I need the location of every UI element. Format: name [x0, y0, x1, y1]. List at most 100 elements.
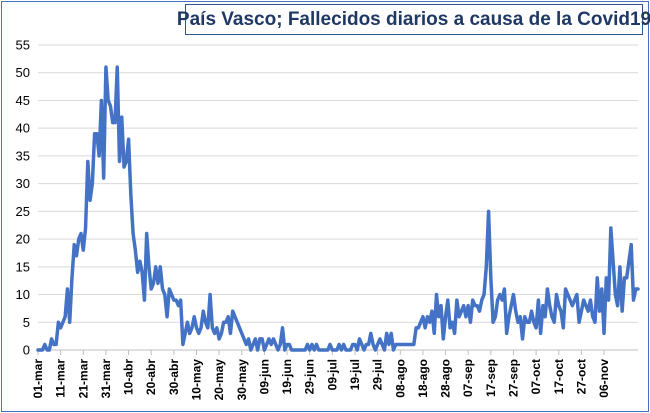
data-point [440, 304, 442, 307]
data-point [175, 299, 178, 301]
data-point [415, 326, 418, 329]
x-tick-label: 30-abr [167, 359, 181, 395]
data-point [542, 304, 544, 307]
x-tick-label: 06-nov [597, 359, 611, 398]
data-point [489, 277, 492, 279]
x-tick-label: 07-oct [529, 359, 543, 394]
data-point [191, 326, 193, 329]
data-point [478, 310, 481, 313]
data-point [609, 227, 612, 229]
data-point [77, 238, 80, 240]
data-point [125, 160, 128, 163]
data-point [302, 349, 304, 351]
data-point [114, 121, 116, 124]
data-point [360, 343, 363, 346]
data-point [342, 343, 345, 346]
data-point [399, 343, 402, 346]
data-point [625, 277, 628, 279]
data-point [562, 326, 565, 329]
data-point [394, 343, 397, 346]
data-point [195, 326, 198, 329]
y-tick-label: 5 [23, 315, 30, 330]
data-point [50, 338, 53, 340]
data-point [589, 299, 592, 301]
x-tick-label: 18-ago [416, 359, 430, 398]
data-point [141, 271, 144, 274]
data-point [462, 304, 465, 307]
data-point [598, 310, 601, 313]
x-tick-label: 27-sep [506, 359, 520, 397]
data-point [331, 349, 334, 351]
data-point [569, 299, 571, 301]
x-tick-label: 10-may [189, 359, 203, 401]
data-point [64, 315, 67, 318]
chart-title: País Vasco; Fallecidos diarios a causa d… [176, 8, 650, 30]
y-tick-label: 25 [16, 204, 30, 219]
data-point [607, 299, 610, 301]
data-point [324, 349, 327, 351]
data-point [46, 349, 48, 351]
data-point [274, 343, 277, 346]
data-point [247, 338, 250, 340]
data-point [460, 310, 463, 313]
x-tick-label: 07-sep [461, 359, 475, 397]
x-tick-label: 09-jun [257, 359, 271, 394]
data-point [215, 326, 218, 329]
data-point [566, 293, 569, 296]
data-point [618, 265, 621, 268]
data-point [417, 326, 420, 329]
data-point [57, 321, 60, 324]
data-point [365, 343, 368, 346]
series-line [36, 65, 640, 352]
data-point [211, 326, 214, 329]
y-tick-label: 45 [16, 93, 30, 108]
data-point [170, 293, 173, 296]
data-point [496, 299, 499, 301]
x-tick-label: 30-may [235, 359, 249, 401]
data-point [406, 343, 408, 346]
data-point [451, 321, 454, 324]
data-point [326, 349, 329, 351]
data-point [268, 338, 270, 340]
data-point [412, 343, 415, 346]
data-point [476, 304, 479, 307]
data-point [503, 288, 506, 290]
data-point [204, 321, 207, 324]
x-tick-label: 19-jul [348, 359, 362, 390]
data-point [505, 332, 508, 335]
data-point [537, 299, 540, 301]
data-point [105, 66, 107, 69]
data-point [551, 315, 553, 318]
data-point [143, 299, 146, 301]
data-point [73, 243, 76, 246]
data-point [449, 326, 451, 329]
data-point [388, 343, 390, 346]
data-point [120, 116, 123, 118]
data-point [532, 321, 535, 324]
data-point [512, 293, 515, 296]
x-tick-label: 17-oct [552, 359, 566, 394]
x-tick-label: 01-mar [31, 359, 45, 399]
data-point [220, 332, 223, 335]
data-point [585, 304, 587, 307]
data-point [270, 343, 273, 346]
data-point [236, 321, 239, 324]
data-point [431, 310, 433, 313]
data-point [508, 315, 510, 318]
data-point [258, 338, 261, 340]
data-point [152, 282, 155, 285]
data-point [521, 338, 524, 340]
data-point [182, 343, 184, 346]
data-point [426, 315, 429, 318]
data-point [277, 349, 279, 351]
data-point [501, 299, 504, 301]
data-point [286, 343, 288, 346]
data-point [356, 349, 359, 351]
data-point [206, 326, 209, 329]
data-point [234, 315, 236, 318]
data-point [202, 310, 205, 313]
data-point [313, 349, 316, 351]
data-point [401, 343, 404, 346]
data-point [52, 343, 55, 346]
